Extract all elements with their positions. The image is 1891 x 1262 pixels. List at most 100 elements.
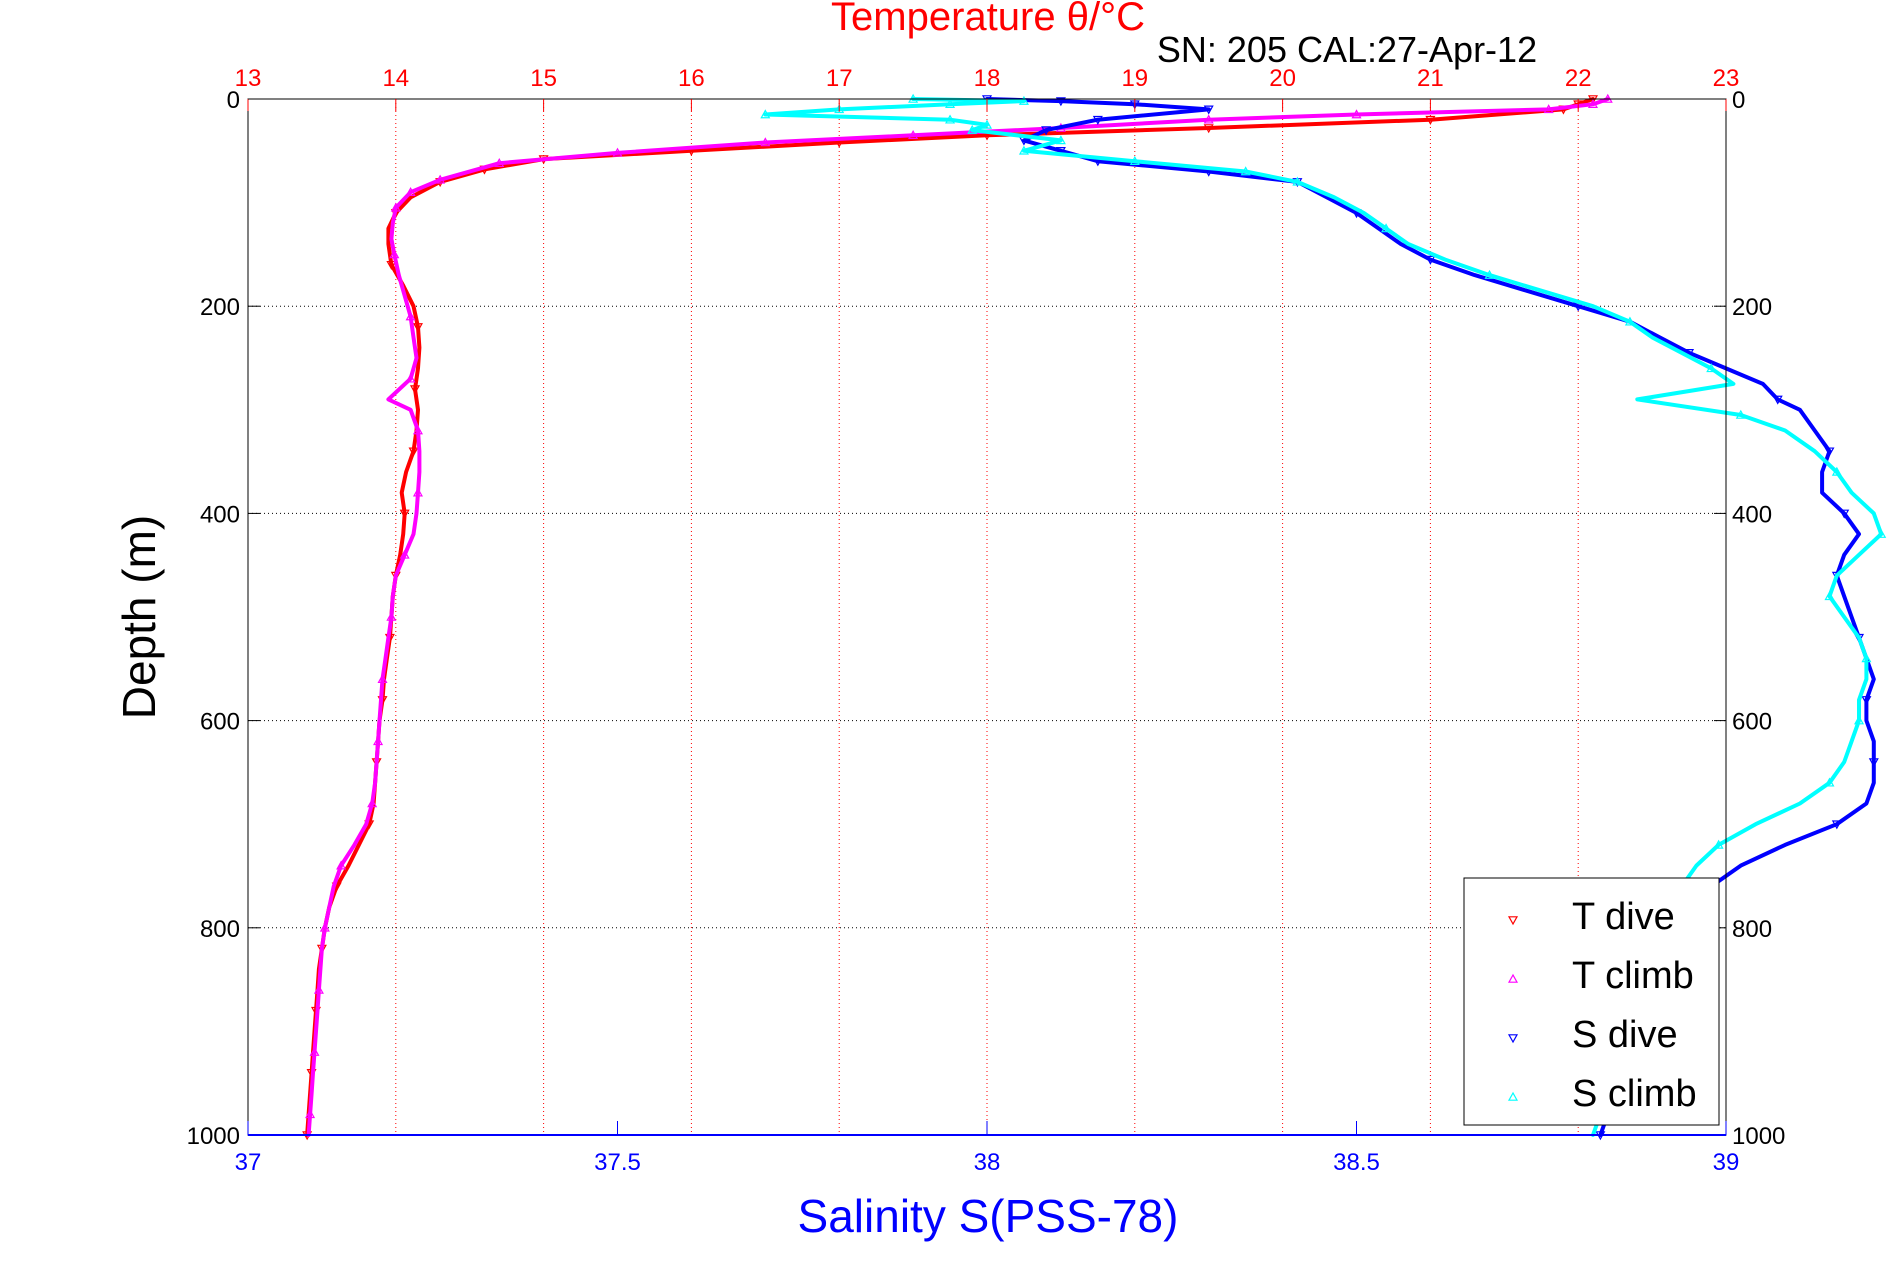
- point-s-dive: [1772, 395, 1783, 405]
- point-s-climb: [967, 124, 978, 134]
- point-t-climb: [389, 249, 400, 259]
- legend-marker-s-dive: [1507, 1034, 1519, 1044]
- point-t-climb: [367, 798, 378, 808]
- series-line-t-climb: [306, 97, 1610, 1137]
- point-s-dive: [1055, 147, 1066, 157]
- depth-tick-label-right-0: 0: [1732, 87, 1745, 114]
- point-s-climb: [1824, 591, 1835, 601]
- temp-tick-label-17: 17: [826, 65, 853, 92]
- temp-tick-label-16: 16: [678, 65, 705, 92]
- point-s-dive: [1839, 509, 1850, 519]
- x-axis-label: Salinity S(PSS-78): [798, 1190, 1179, 1242]
- point-s-dive: [1868, 758, 1879, 768]
- point-t-climb: [305, 1109, 316, 1119]
- point-t-dive: [408, 447, 419, 457]
- legend-marker-s-climb: [1507, 1091, 1519, 1101]
- depth-tick-label-right-1000: 1000: [1732, 1123, 1785, 1150]
- point-s-climb: [1713, 839, 1724, 849]
- point-t-dive: [412, 323, 423, 333]
- temp-tick-label-14: 14: [382, 65, 409, 92]
- point-s-climb: [1824, 777, 1835, 787]
- point-t-climb: [319, 922, 330, 932]
- point-t-climb: [1543, 104, 1554, 114]
- salinity-tick-label-38: 38: [974, 1149, 1001, 1176]
- legend-label-t-climb: T climb: [1572, 955, 1694, 997]
- point-t-dive: [1425, 115, 1436, 125]
- series-t-climb: [305, 93, 1613, 1137]
- point-s-dive: [1055, 97, 1066, 107]
- point-s-climb: [1292, 176, 1303, 186]
- point-s-dive: [1684, 349, 1695, 359]
- point-s-dive: [1831, 820, 1842, 830]
- legend-marker-t-dive: [1507, 916, 1519, 926]
- point-t-dive: [399, 509, 410, 519]
- point-s-climb: [1055, 135, 1066, 145]
- depth-tick-label-left-600: 600: [200, 709, 240, 736]
- point-t-climb: [377, 673, 388, 683]
- point-t-climb: [405, 311, 416, 321]
- depth-tick-label-left-200: 200: [200, 294, 240, 321]
- point-t-dive: [1203, 124, 1214, 134]
- salinity-tick-label-39: 39: [1713, 1149, 1740, 1176]
- point-t-climb: [386, 611, 397, 621]
- point-s-climb: [945, 114, 956, 124]
- point-s-climb: [1854, 715, 1865, 725]
- salinity-tick-label-37: 37: [235, 1149, 262, 1176]
- point-t-climb: [313, 984, 324, 994]
- legend-label-s-dive: S dive: [1572, 1014, 1678, 1056]
- point-s-dive: [1203, 105, 1214, 115]
- point-s-dive: [1425, 255, 1436, 265]
- point-s-climb: [834, 104, 845, 114]
- point-t-climb: [1587, 98, 1598, 108]
- point-s-climb: [1381, 223, 1392, 233]
- point-s-climb: [1624, 316, 1635, 326]
- point-t-climb: [390, 202, 401, 212]
- point-t-climb: [1351, 109, 1362, 119]
- point-t-climb: [399, 549, 410, 559]
- point-t-climb: [336, 860, 347, 870]
- temp-tick-label-18: 18: [974, 65, 1001, 92]
- depth-tick-label-left-800: 800: [200, 916, 240, 943]
- salinity-tick-label-37-5: 37.5: [594, 1149, 641, 1176]
- point-s-dive: [1861, 696, 1872, 706]
- point-s-climb: [981, 119, 993, 129]
- point-s-climb: [1484, 269, 1495, 279]
- legend-label-t-dive: T dive: [1572, 896, 1675, 938]
- legend-label-s-climb: S climb: [1572, 1073, 1697, 1115]
- point-t-climb: [309, 1046, 320, 1056]
- point-t-climb: [908, 130, 919, 140]
- temp-tick-label-13: 13: [235, 65, 262, 92]
- depth-tick-label-left-400: 400: [200, 501, 240, 528]
- temp-tick-label-22: 22: [1565, 65, 1592, 92]
- point-t-climb: [494, 157, 505, 168]
- point-s-climb: [1831, 466, 1842, 476]
- legend-box: [1463, 877, 1720, 1126]
- point-s-climb: [1240, 166, 1251, 176]
- point-s-climb: [1861, 653, 1872, 663]
- point-t-dive: [409, 385, 421, 395]
- salinity-tick-label-38-5: 38.5: [1333, 1149, 1380, 1176]
- point-s-dive: [1824, 447, 1835, 457]
- point-t-dive: [386, 260, 397, 270]
- legend-markers: [1507, 916, 1519, 1101]
- legend-marker-t-climb: [1507, 973, 1519, 983]
- point-t-climb: [405, 373, 416, 383]
- point-s-climb: [1129, 155, 1140, 165]
- point-s-climb: [1018, 95, 1029, 105]
- point-t-climb: [1203, 114, 1214, 124]
- point-t-climb: [760, 137, 771, 147]
- depth-tick-label-right-600: 600: [1732, 709, 1772, 736]
- point-s-dive: [1092, 115, 1103, 125]
- point-s-climb: [1735, 409, 1746, 419]
- depth-tick-label-left-1000: 1000: [187, 1123, 240, 1150]
- y-axis-label: Depth (m): [113, 515, 165, 719]
- temp-tick-label-23: 23: [1713, 65, 1740, 92]
- point-t-climb: [612, 147, 623, 157]
- depth-tick-label-left-0: 0: [227, 87, 240, 114]
- depth-tick-label-right-800: 800: [1732, 916, 1772, 943]
- temp-tick-label-19: 19: [1121, 65, 1148, 92]
- temp-tick-label-15: 15: [530, 65, 557, 92]
- point-t-climb: [373, 736, 384, 746]
